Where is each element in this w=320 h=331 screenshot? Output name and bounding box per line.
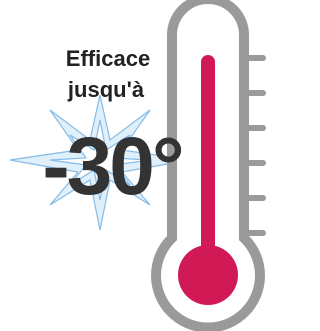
mercury-stem bbox=[201, 55, 215, 255]
page: Efficace jusqu'à -30° (() => { const dat… bbox=[0, 0, 320, 331]
caption-line: jusqu'à bbox=[67, 77, 145, 102]
caption-line: Efficace bbox=[66, 46, 150, 71]
thermometer-illustration: Efficace jusqu'à -30° bbox=[0, 0, 269, 331]
scale-ticks bbox=[248, 58, 263, 233]
mercury-bulb bbox=[178, 245, 238, 305]
temperature: -30° bbox=[42, 121, 182, 212]
